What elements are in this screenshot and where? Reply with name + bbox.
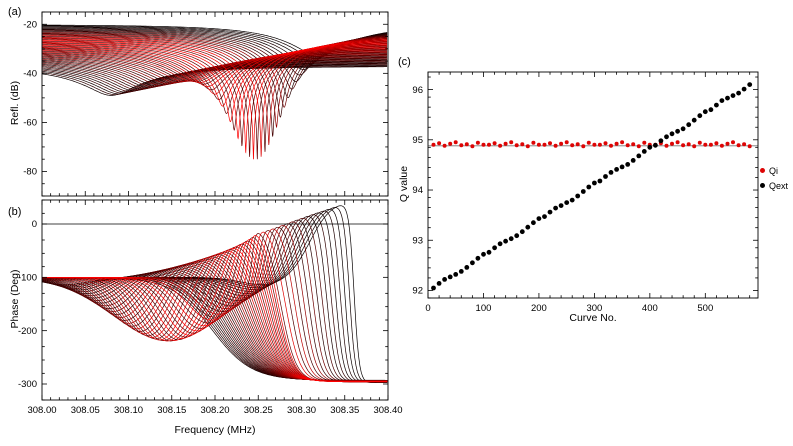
svg-text:308.40: 308.40 [373,405,402,416]
svg-text:308.35: 308.35 [330,405,359,416]
svg-text:-200: -200 [18,326,37,337]
svg-text:308.20: 308.20 [200,405,229,416]
legend: Qi Qext [760,163,788,193]
svg-text:308.10: 308.10 [114,405,143,416]
svg-text:308.05: 308.05 [71,405,100,416]
panel-c-label: (c) [398,56,411,68]
frequency-axis-label: Frequency (MHz) [174,424,256,436]
legend-item-qi: Qi [760,163,788,178]
qi-marker-icon [760,168,765,173]
curve-no-axis-label: Curve No. [569,312,617,324]
svg-text:-60: -60 [23,118,37,129]
svg-text:96: 96 [412,85,423,96]
legend-item-qext: Qext [760,178,788,193]
svg-text:500: 500 [697,303,713,314]
panel-b-label: (b) [8,206,22,218]
svg-text:300: 300 [586,303,602,314]
reflection-plot: -20 -40 -60 -80 [23,11,389,197]
qvalue-axis-label: Q value [398,165,410,203]
qext-marker-icon [760,183,765,188]
svg-text:-40: -40 [23,69,37,80]
svg-text:308.30: 308.30 [287,405,316,416]
svg-text:308.00: 308.00 [27,405,56,416]
q-value-plot: 0 100 200 300 400 500 92 93 94 95 96 [412,71,759,314]
refl-axis-label: Refl. (dB) [9,80,21,126]
svg-text:0: 0 [32,219,37,230]
legend-label-qext: Qext [769,180,789,191]
svg-text:100: 100 [476,303,492,314]
svg-text:95: 95 [412,135,423,146]
svg-text:94: 94 [412,185,423,196]
legend-label-qi: Qi [769,165,778,176]
phase-plot: 308.00 308.05 308.10 308.15 308.20 308.25 308.… [18,199,403,416]
svg-text:200: 200 [531,303,547,314]
svg-text:400: 400 [642,303,658,314]
svg-text:-20: -20 [23,19,37,30]
panel-a-label: (a) [8,6,22,18]
svg-text:-100: -100 [18,273,37,284]
svg-text:-300: -300 [18,379,37,390]
svg-text:-80: -80 [23,167,37,178]
svg-text:308.15: 308.15 [157,405,186,416]
svg-text:93: 93 [412,235,423,246]
svg-text:0: 0 [425,303,430,314]
svg-text:308.25: 308.25 [244,405,273,416]
phase-axis-label: Phase (Deg) [9,269,21,329]
svg-text:92: 92 [412,286,423,297]
